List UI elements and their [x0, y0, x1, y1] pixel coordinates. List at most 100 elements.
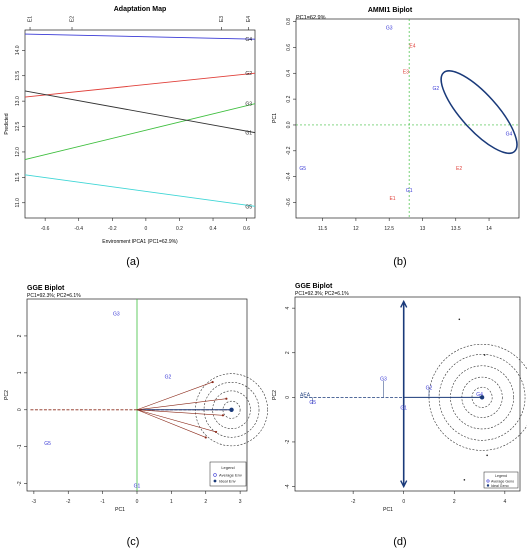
panel-c-legend-symbol [213, 479, 217, 483]
panel-b-y-tick-label: 0.2 [286, 95, 292, 102]
panel-b-genotype-label: G2 [432, 86, 439, 92]
panel-c-annotation: PC1=92.3%; PC2=6.1% [27, 293, 81, 299]
panel-c-points: G1 G2 G3 G5 [30, 299, 268, 491]
panel-b-genotype-label: G4 [506, 131, 513, 137]
panel-c-concentric-circle [203, 381, 260, 438]
panel-b-plot-frame [295, 18, 520, 219]
panel-b-genotype-label: G5 [299, 166, 306, 172]
panel-c-environment-point [225, 397, 228, 400]
panel-a-x-tick-label: 0.2 [176, 226, 183, 232]
panel-b-x-tick-label: 13 [420, 226, 426, 232]
panel-a-caption: (a) [126, 256, 139, 268]
panel-d-marker [458, 318, 461, 321]
panel-c-environment-vector [136, 381, 213, 411]
panel-a-y-tick-label: 12.0 [15, 147, 21, 157]
panel-d-genotype-label: G2 [426, 386, 433, 392]
panel-d-genotype-label: G5 [309, 400, 316, 406]
panel-b-x-tick-label: 12 [353, 226, 359, 232]
panel-b-caption: (b) [393, 256, 406, 268]
panel-d-y-tick-label: 0 [285, 396, 291, 399]
panel-b-points: G1 G2 G3 G4 G5 E1 E2 E3 E4 [296, 19, 519, 218]
panel-a-series-label: G3 [245, 102, 252, 108]
panel-a-top-tick-label: E4 [246, 16, 252, 22]
panel-b-genotype-label: G1 [406, 188, 413, 194]
panel-b-annotation: PC1=62.9% [296, 15, 326, 21]
panel-b-x-tick-label: 14 [486, 226, 492, 232]
panel-b-environment-label: E3 [403, 69, 409, 75]
panel-c-title: GGE Biplot [27, 285, 65, 292]
panel-b-x-axis: 11.5 12 12.5 13 13.5 14 [318, 218, 492, 232]
panel-c-caption: (c) [127, 536, 140, 548]
panel-c-environment-point [214, 430, 218, 434]
panel-c-environment-vector [136, 398, 227, 411]
panel-b-y-tick-label: 0.8 [286, 18, 292, 25]
panel-a-title: Adaptation Map [114, 6, 167, 13]
panel-c-y-tick-label: 0 [17, 408, 23, 411]
panel-c-y-tick-label: 1 [17, 371, 23, 374]
panel-c-genotype-label: G2 [165, 374, 172, 380]
panel-c-gge-biplot: GGE Biplot PC1=92.3%; PC2=6.1% -3 -2 -1 0 1 2… [4, 285, 268, 548]
panel-b-environment-label: E1 [389, 196, 395, 202]
panel-d-x-tick-label: 4 [503, 499, 506, 505]
panel-a-line-g1 [24, 90, 256, 134]
panel-c-genotype-label: G5 [44, 441, 51, 447]
panel-d-caption: (d) [393, 536, 406, 548]
panel-b-ylabel: PC1 [272, 113, 278, 123]
panel-a-top-axis: E1 E2 E3 E4 [28, 16, 252, 30]
panel-b-genotype-label: G3 [386, 25, 393, 31]
panel-d-legend-label: Average Geno [491, 479, 514, 483]
panel-a-x-tick-label: -0.4 [74, 226, 83, 232]
panel-d-genotype-label: G3 [380, 377, 387, 383]
panel-a-ylabel: Predicted [4, 113, 10, 134]
panel-d-arrowhead-up [400, 299, 408, 308]
panel-d-y-tick-label: -4 [285, 484, 291, 489]
panel-a-x-tick-label: 0.4 [210, 226, 217, 232]
panel-b-y-tick-label: 0.6 [286, 44, 292, 51]
panel-c-y-axis: -2 -1 0 1 2 [17, 334, 27, 486]
panel-a-line-g2 [24, 72, 256, 98]
panel-a-line-g4 [24, 33, 256, 40]
panel-d-marker [483, 354, 486, 356]
panel-c-concentric-circle [222, 400, 241, 419]
panel-c-environment-point [204, 436, 207, 439]
panel-b-title: AMMI1 Biplot [368, 7, 413, 14]
panel-a-series: G4 G2 G3 G1 G5 [24, 33, 256, 210]
panel-a-adaptation-map: Adaptation Map E1 E2 E3 E4 -0.6 -0.4 -0.2 0 0.2… [4, 6, 256, 268]
panel-b-y-tick-label: -0.2 [286, 146, 292, 155]
panel-d-points: G5 G3 G1 G2 G4 AEA [300, 299, 527, 489]
panel-d-x-tick-label: 2 [453, 499, 456, 505]
panel-d-legend-box [483, 471, 519, 489]
panel-b-y-tick-label: -0.6 [286, 198, 292, 207]
panel-c-environment-point [211, 380, 214, 384]
panel-d-genotype-label: G1 [400, 406, 407, 412]
panel-a-series-label: G4 [245, 37, 252, 43]
panel-a-top-tick-label: E1 [28, 16, 34, 22]
panel-b-x-tick-label: 12.5 [384, 226, 394, 232]
panel-c-environment-vector [136, 409, 206, 438]
panel-a-series-label: G5 [245, 204, 252, 210]
panel-d-plot-frame [294, 296, 521, 492]
panel-a-line-g3 [24, 103, 256, 161]
panel-a-y-tick-label: 12.5 [15, 121, 21, 131]
panel-d-gge-biplot: GGE Biplot PC1=92.3%; PC2=6.1% -2 0 2 4 -4-… [272, 283, 527, 548]
panel-c-xlabel: PC1 [115, 507, 125, 513]
panel-c-x-tick-label: 2 [204, 499, 207, 505]
panel-d-genotype-label: G4 [476, 392, 483, 398]
panel-a-top-tick-label: E3 [219, 16, 225, 22]
panel-c-y-tick-label: -1 [17, 444, 23, 449]
panel-a-x-tick-label: -0.2 [108, 226, 117, 232]
panel-d-title: GGE Biplot [295, 283, 333, 290]
panel-c-genotype-label: G3 [113, 312, 120, 318]
panel-b-ellipse [440, 70, 518, 154]
panel-a-line-g5 [24, 174, 256, 207]
panel-d-annotation: PC1=92.3%; PC2=6.1% [295, 291, 349, 297]
panel-c-x-tick-label: 3 [239, 499, 242, 505]
panel-d-arrowhead-down [400, 480, 408, 489]
panel-d-marker [486, 454, 488, 457]
panel-a-series-label: G1 [245, 131, 252, 137]
panel-a-y-tick-label: 11.5 [15, 172, 21, 182]
panel-d-y-tick-label: 4 [285, 307, 291, 310]
panel-a-y-tick-label: 14.0 [15, 45, 21, 55]
panel-c-ylabel: PC2 [4, 390, 10, 400]
